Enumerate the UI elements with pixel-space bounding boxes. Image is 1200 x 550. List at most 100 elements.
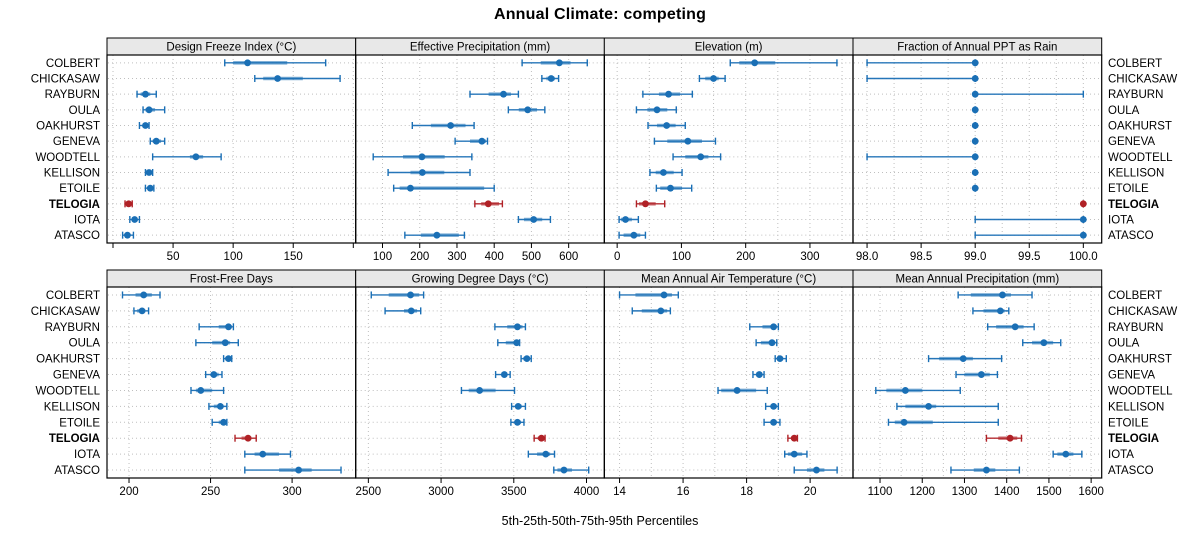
axis-tick-label: 1300 (952, 486, 978, 498)
panel-effective-precipitation: Effective Precipitation (mm) 100 200 300 400… (355, 37, 606, 263)
median-dot-atasco (124, 231, 131, 239)
axis-tick-label: 600 (559, 251, 578, 263)
strip-title-mean-annual-air-temperature: Mean Annual Air Temperature (°C) (641, 274, 816, 286)
axis-tick-label: 1200 (909, 486, 935, 498)
median-dot-oakhurst (776, 355, 784, 363)
median-dot-chickasaw (274, 75, 282, 82)
median-dot-chickasaw (971, 75, 979, 82)
median-dot-colbert (660, 291, 668, 299)
axis-tick-label: 100 (672, 251, 691, 263)
median-dot-rayburn (514, 323, 521, 331)
median-dot-oula (513, 339, 521, 347)
median-dot-iota (259, 450, 267, 458)
median-dot-etoile (220, 418, 228, 426)
median-dot-geneva (152, 137, 160, 145)
median-dot-iota (1062, 450, 1070, 458)
median-dot-woodtell (901, 387, 909, 394)
site-label-right-etoile: ETOILE (1108, 417, 1149, 429)
strip-title-design-freeze-index: Design Freeze Index (°C) (166, 42, 296, 54)
median-dot-oakhurst (225, 355, 232, 363)
panel-border (106, 286, 357, 479)
median-dot-geneva (977, 371, 985, 378)
axis-tick-label: 3500 (501, 486, 527, 498)
site-label-left-woodtell: WOODTELL (35, 152, 100, 164)
site-label-left-etoile: ETOILE (59, 183, 100, 195)
site-label-right-geneva: GENEVA (1108, 136, 1155, 148)
median-dot-kellison (660, 169, 667, 176)
median-dot-chickasaw (547, 75, 555, 82)
median-dot-kellison (925, 402, 932, 410)
site-label-left-telogia: TELOGIA (49, 433, 100, 445)
median-dot-telogia (642, 200, 649, 208)
median-dot-telogia (538, 434, 545, 442)
median-dot-kellison (216, 402, 224, 410)
median-dot-etoile (900, 418, 908, 426)
site-label-left-iota: IOTA (74, 449, 100, 461)
panel-mean-annual-air-temperature: Mean Annual Air Temperature (°C) 14 16 18 20 (603, 269, 854, 498)
site-label-right-oula: OULA (1108, 105, 1140, 117)
panel-elevation: Elevation (m) 0 100 200 300 (603, 37, 854, 263)
median-dot-iota (622, 216, 629, 223)
median-dot-woodtell (192, 153, 200, 161)
axis-tick-label: 1500 (1036, 486, 1062, 498)
axis-tick-label: 18 (740, 486, 753, 498)
median-dot-atasco (813, 466, 820, 474)
site-label-left-oakhurst: OAKHURST (36, 121, 100, 133)
site-label-left-kellison: KELLISON (44, 401, 100, 413)
median-dot-etoile (146, 184, 154, 192)
axis-tick-label: 300 (447, 251, 466, 263)
median-dot-chickasaw (407, 307, 415, 315)
site-label-left-kellison: KELLISON (44, 168, 100, 180)
axis-tick-label: 500 (522, 251, 541, 263)
axis-tick-label: 4000 (574, 486, 600, 498)
median-dot-atasco (433, 231, 441, 239)
median-dot-oula (653, 106, 661, 114)
median-dot-rayburn (142, 90, 149, 98)
site-label-left-woodtell: WOODTELL (35, 385, 100, 397)
axis-tick-label: 20 (804, 486, 817, 498)
strip-title-growing-degree-days: Growing Degree Days (°C) (412, 274, 549, 286)
axis-tick-label: 1600 (1078, 486, 1104, 498)
axis-tick-label: 14 (613, 486, 626, 498)
median-dot-kellison (418, 169, 426, 176)
median-dot-woodtell (697, 153, 705, 161)
median-dot-atasco (1079, 231, 1087, 239)
median-dot-kellison (971, 169, 979, 176)
axis-tick-label: 98.5 (910, 251, 932, 263)
site-label-left-rayburn: RAYBURN (45, 89, 100, 101)
median-dot-oula (145, 106, 153, 114)
panel-border (106, 54, 357, 244)
median-dot-etoile (770, 418, 777, 426)
axis-tick-label: 200 (119, 486, 138, 498)
site-label-left-chickasaw: CHICKASAW (31, 306, 100, 318)
axis-tick-label: 300 (283, 486, 302, 498)
median-dot-kellison (770, 402, 777, 410)
median-dot-oula (971, 106, 979, 114)
site-label-right-rayburn: RAYBURN (1108, 89, 1163, 101)
site-label-left-geneva: GENEVA (53, 136, 100, 148)
median-dot-rayburn (971, 90, 979, 98)
median-dot-iota (790, 450, 798, 458)
median-dot-geneva (210, 371, 218, 378)
median-dot-colbert (971, 59, 979, 67)
site-label-right-oula: OULA (1108, 338, 1140, 350)
panel-frost-free-days: Frost-Free Days 200 250 300 (106, 269, 357, 498)
median-dot-oakhurst (663, 122, 671, 129)
axis-tick-label: 100 (224, 251, 243, 263)
median-dot-rayburn (500, 90, 507, 98)
median-dot-woodtell (418, 153, 426, 161)
site-label-right-telogia: TELOGIA (1108, 433, 1159, 445)
site-label-right-woodtell: WOODTELL (1108, 152, 1173, 164)
median-dot-atasco (630, 231, 638, 239)
site-label-left-rayburn: RAYBURN (45, 322, 100, 334)
median-dot-oakhurst (142, 122, 149, 129)
site-label-right-atasco: ATASCO (1108, 230, 1154, 242)
site-label-right-colbert: COLBERT (1108, 58, 1162, 70)
median-dot-colbert (999, 291, 1006, 299)
median-dot-telogia (484, 200, 492, 208)
site-label-left-atasco: ATASCO (54, 230, 100, 242)
median-dot-iota (542, 450, 550, 458)
panel-growing-degree-days: Growing Degree Days (°C) 2500 3000 3500 4000 (355, 269, 606, 498)
median-dot-kellison (514, 402, 522, 410)
